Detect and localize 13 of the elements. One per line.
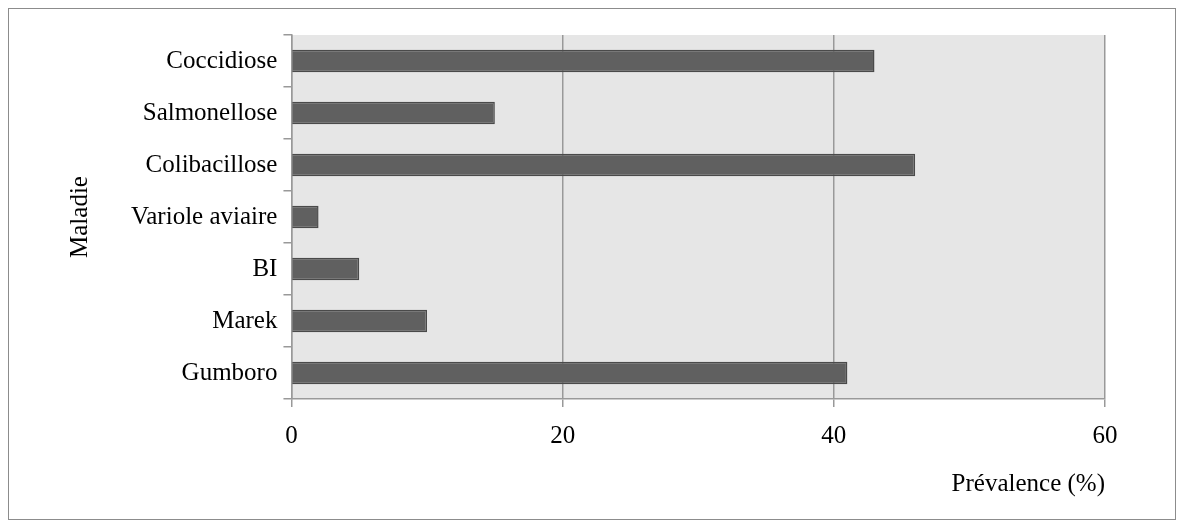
x-axis-title: Prévalence (%) (951, 468, 1105, 497)
x-tick-label: 20 (550, 420, 576, 448)
y-tick-label: Salmonellose (142, 97, 278, 125)
y-tick-label: Marek (212, 305, 278, 333)
y-tick-label: Colibacillose (145, 149, 278, 177)
x-tick-label: 40 (821, 420, 847, 448)
x-tick-label: 60 (1092, 420, 1118, 448)
y-tick-label: Coccidiose (166, 45, 278, 73)
y-tick-label: BI (252, 253, 278, 281)
y-axis-title: Maladie (64, 176, 92, 258)
y-tick-label: Gumboro (181, 357, 278, 385)
x-tick-label: 0 (285, 420, 298, 448)
y-tick-label: Variole aviaire (130, 201, 278, 229)
